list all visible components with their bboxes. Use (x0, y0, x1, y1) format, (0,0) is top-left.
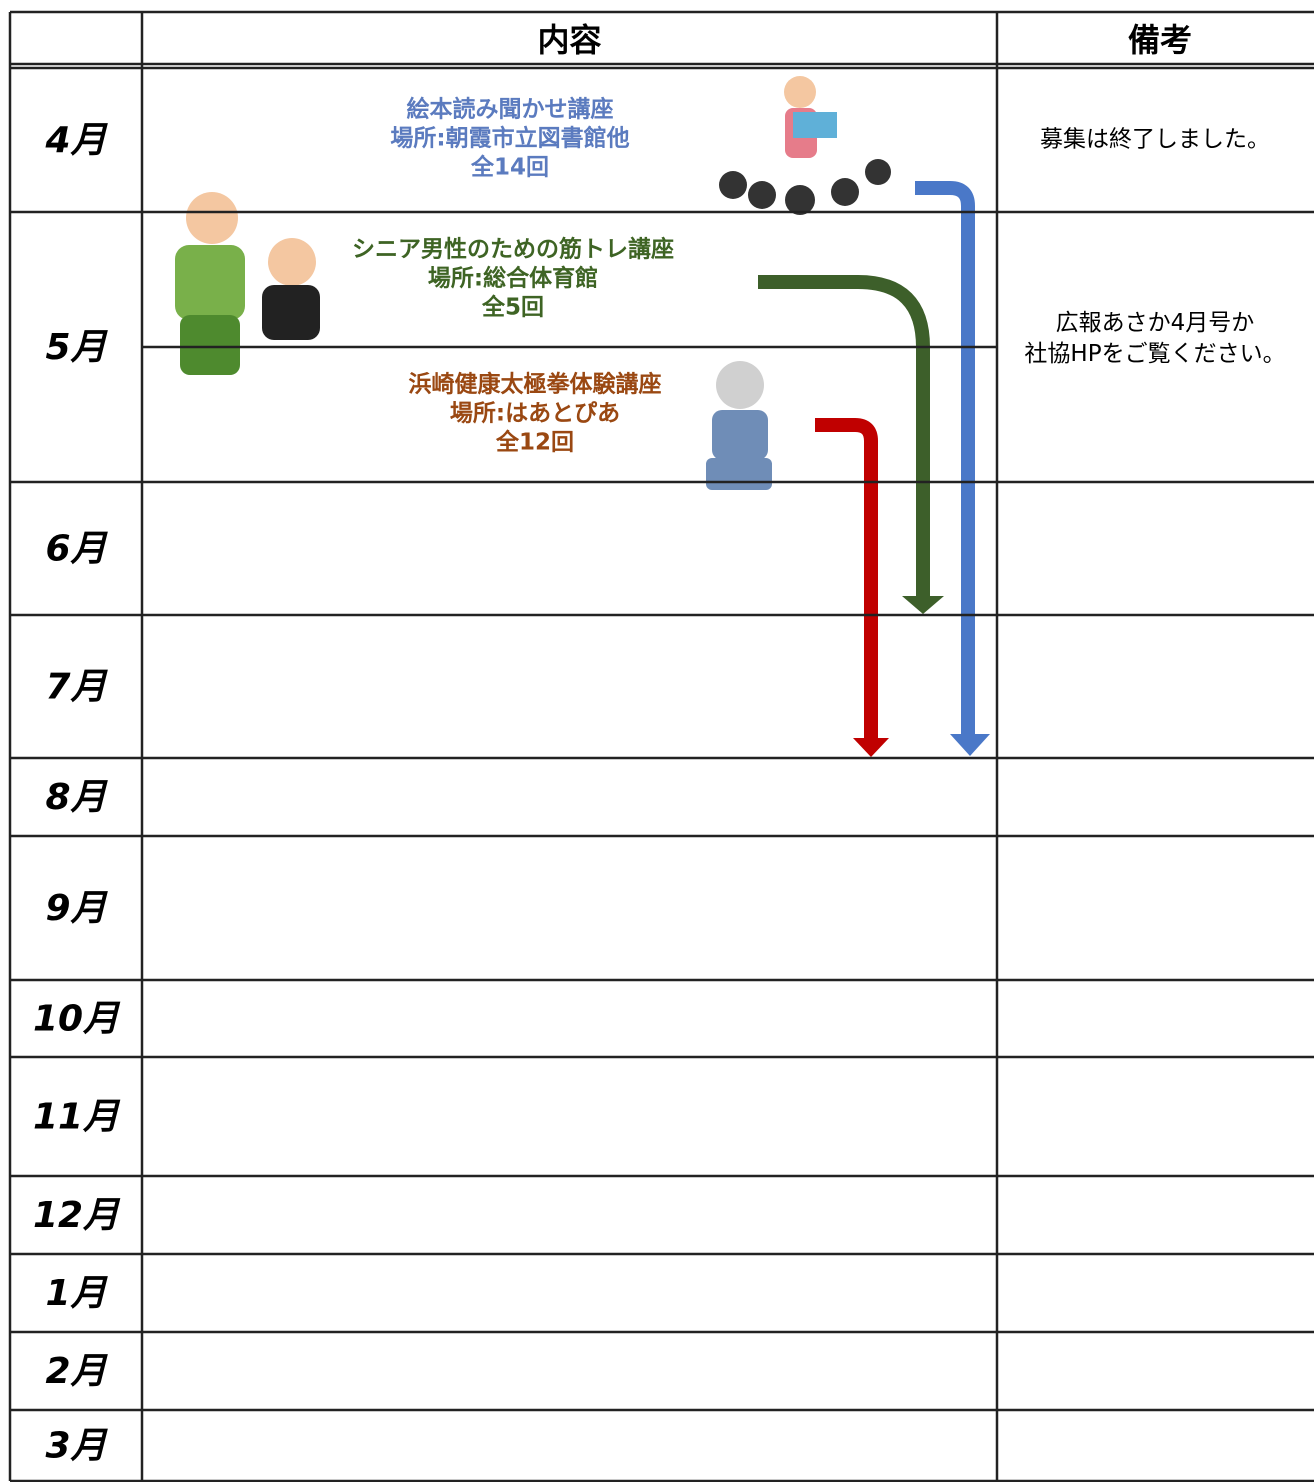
course-title: 絵本読み聞かせ講座 (407, 96, 614, 123)
month-label: 11月 (33, 1097, 121, 1138)
course-place: 場所:朝霞市立図書館他 (390, 125, 629, 152)
month-label: 4月 (44, 120, 108, 161)
month-label: 12月 (33, 1195, 121, 1236)
month-label: 2月 (45, 1351, 108, 1392)
arrow-head (853, 738, 889, 757)
month-label: 9月 (45, 888, 108, 929)
month-label: 10月 (33, 999, 121, 1040)
course-sessions: 全12回 (495, 429, 574, 456)
arrow-head (950, 734, 990, 756)
arrow-head (902, 596, 944, 614)
course-title: シニア男性のための筋トレ講座 (352, 236, 674, 263)
note: 社協HPをご覧ください。 (1024, 341, 1285, 367)
note: 広報あさか4月号か (1056, 310, 1255, 336)
course-sessions: 全5回 (481, 294, 544, 321)
arrow-red (815, 418, 878, 742)
course-place: 場所:総合体育館 (428, 265, 598, 292)
illustration-taichi (706, 361, 772, 490)
header-content: 内容 (537, 21, 601, 59)
month-label: 3月 (45, 1426, 108, 1467)
illustration-training (175, 192, 320, 375)
month-label: 7月 (45, 667, 108, 708)
course-sessions: 全14回 (470, 154, 549, 181)
month-label: 8月 (45, 777, 108, 818)
month-label: 1月 (45, 1273, 108, 1314)
course-place: 場所:はあとぴあ (450, 401, 620, 427)
arrow-green (758, 275, 930, 600)
course-title: 浜崎健康太極拳体験講座 (409, 371, 662, 398)
arrow-blue (915, 181, 975, 740)
header-notes: 備考 (1128, 21, 1192, 59)
month-label: 5月 (45, 327, 108, 368)
illustration-reading (719, 76, 891, 215)
month-label: 6月 (45, 529, 108, 570)
note: 募集は終了しました。 (1040, 127, 1270, 153)
